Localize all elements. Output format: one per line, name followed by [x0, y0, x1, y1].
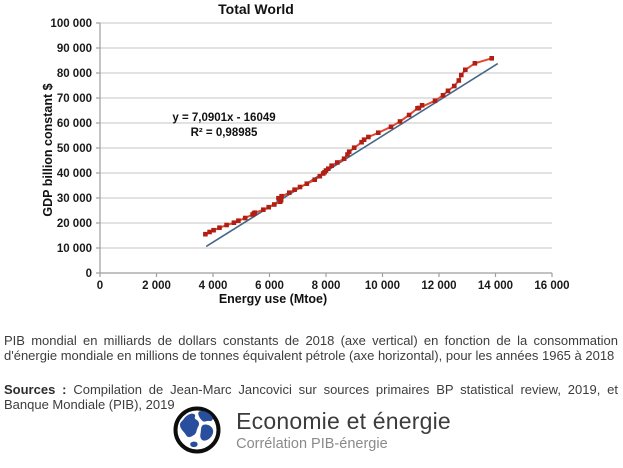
trendline-r-squared: R² = 0,98985: [190, 126, 258, 139]
footer-subtitle: Corrélation PIB-énergie: [236, 436, 388, 452]
trendline: [205, 62, 499, 248]
svg-text:10 000: 10 000: [365, 280, 400, 292]
sources-note: Sources : Compilation de Jean-Marc Janco…: [4, 382, 618, 412]
svg-text:70 000: 70 000: [57, 93, 92, 105]
chart-canvas: 0 10 000 20 000 30 000 40 000 50 000 60 000 70 …: [50, 18, 569, 292]
figure-caption: PIB mondial en milliards de dollars cons…: [4, 333, 618, 363]
svg-text:100 000: 100 000: [50, 18, 92, 30]
site-footer: Economie et énergie Corrélation PIB-éner…: [0, 405, 623, 455]
series-markers: [203, 56, 494, 237]
chart-region: 0 10 000 20 000 30 000 40 000 50 000 60 000 70 …: [41, 1, 570, 306]
svg-text:40 000: 40 000: [57, 168, 92, 180]
axes: [96, 22, 553, 277]
trendline-annotation: y = 7,0901x - 16049 R² = 0,98985: [118, 111, 330, 141]
svg-text:8 000: 8 000: [312, 280, 341, 292]
svg-text:2 000: 2 000: [142, 280, 171, 292]
svg-text:20 000: 20 000: [57, 218, 92, 230]
svg-text:12 000: 12 000: [421, 280, 456, 292]
chart-title: Total World: [218, 1, 294, 17]
footer-text: Economie et énergie Corrélation PIB-éner…: [236, 408, 451, 452]
svg-text:16 000: 16 000: [534, 280, 569, 292]
series-line: [204, 57, 492, 236]
svg-text:60 000: 60 000: [57, 118, 92, 130]
trendline-equation: y = 7,0901x - 16049: [172, 112, 276, 124]
y-axis-title: GDP billion constant $: [41, 83, 55, 217]
svg-text:50 000: 50 000: [57, 143, 92, 155]
footer-title: Economie et énergie: [236, 408, 451, 434]
svg-text:0: 0: [97, 280, 103, 292]
svg-text:80 000: 80 000: [57, 68, 92, 80]
svg-text:0: 0: [86, 268, 92, 280]
sources-label: Sources :: [4, 382, 67, 397]
svg-text:30 000: 30 000: [57, 193, 92, 205]
x-axis-title: Energy use (Mtoe): [218, 292, 328, 306]
globe-icon: [173, 406, 221, 454]
gridlines: [100, 22, 552, 249]
svg-text:10 000: 10 000: [57, 243, 92, 255]
svg-text:4 000: 4 000: [199, 280, 228, 292]
svg-text:14 000: 14 000: [478, 280, 513, 292]
svg-text:90 000: 90 000: [57, 43, 92, 55]
svg-text:6 000: 6 000: [255, 280, 284, 292]
sources-text: Compilation de Jean-Marc Jancovici sur s…: [4, 382, 618, 412]
tick-labels: 0 10 000 20 000 30 000 40 000 50 000 60 000 70 …: [50, 18, 569, 292]
